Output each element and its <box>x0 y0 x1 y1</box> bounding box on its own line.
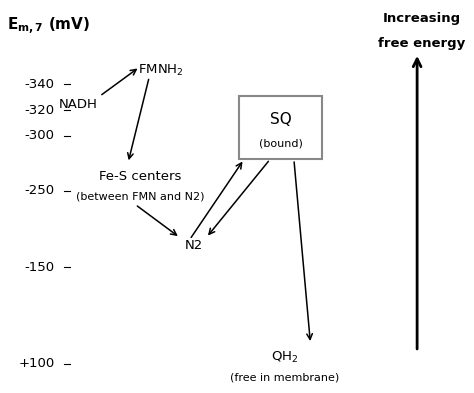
Text: -340: -340 <box>25 78 55 91</box>
Text: -300: -300 <box>25 129 55 142</box>
Text: -150: -150 <box>24 261 55 274</box>
Text: NADH: NADH <box>59 97 98 111</box>
FancyBboxPatch shape <box>239 96 322 159</box>
Text: QH$_2$: QH$_2$ <box>271 350 298 365</box>
Text: +100: +100 <box>18 357 55 370</box>
Text: SQ: SQ <box>270 112 292 127</box>
Text: (between FMN and N2): (between FMN and N2) <box>75 191 204 202</box>
Text: N2: N2 <box>185 239 203 252</box>
Text: Increasing: Increasing <box>383 12 461 25</box>
Text: FMNH$_2$: FMNH$_2$ <box>138 63 184 78</box>
Text: free energy: free energy <box>378 37 465 50</box>
Text: Fe-S centers: Fe-S centers <box>99 170 181 184</box>
Text: (bound): (bound) <box>259 138 302 149</box>
Text: $\mathbf{E_{m,7}}$ (mV): $\mathbf{E_{m,7}}$ (mV) <box>7 16 91 37</box>
Text: -320: -320 <box>24 103 55 117</box>
Text: -250: -250 <box>24 184 55 197</box>
Text: (free in membrane): (free in membrane) <box>230 372 339 382</box>
